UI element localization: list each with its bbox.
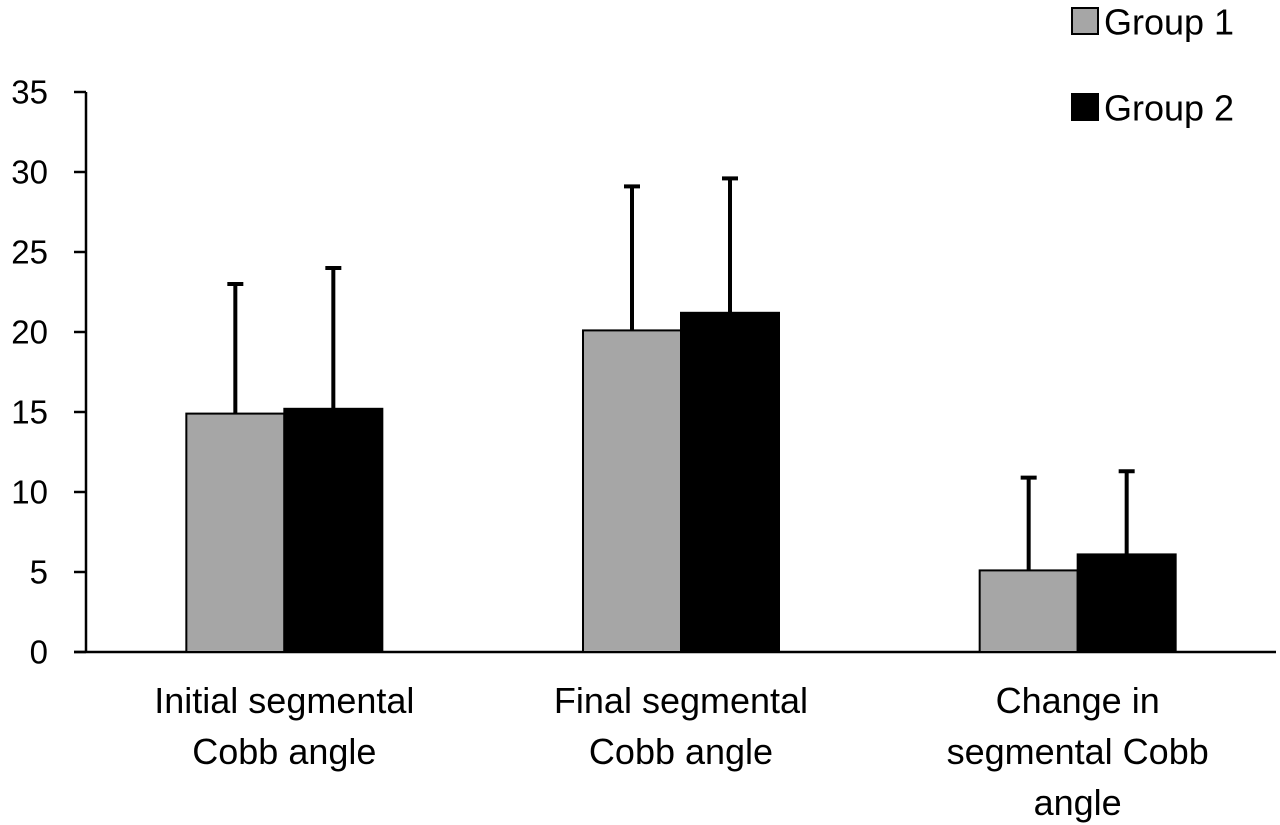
y-tick-label: 35 xyxy=(11,74,48,111)
category-label: Final segmental Cobb angle xyxy=(554,680,808,772)
bar-group-2 xyxy=(1076,553,1177,654)
legend: Group 1 Group 2 xyxy=(1071,2,1234,129)
y-tick-label: 30 xyxy=(11,154,48,191)
bar-group-2 xyxy=(283,407,384,653)
bar-group-1 xyxy=(582,329,682,653)
bars xyxy=(185,311,1177,654)
category-label: Initial segmental Cobb angle xyxy=(154,680,414,772)
y-tick-label: 15 xyxy=(11,394,48,431)
category-labels: Initial segmental Cobb angle Final segment… xyxy=(154,680,1208,823)
category-label: Change in segmental Cobb angle xyxy=(947,680,1209,823)
legend-swatch xyxy=(1071,93,1099,121)
y-tick-label: 5 xyxy=(30,554,48,591)
y-tick-label: 10 xyxy=(11,474,48,511)
bar-group-1 xyxy=(978,569,1079,654)
y-tick-labels: 0 5 10 15 20 25 30 35 xyxy=(11,74,48,671)
error-bars xyxy=(227,176,1135,571)
bar-group-2 xyxy=(680,311,780,653)
bar-group-1 xyxy=(185,412,286,653)
legend-label: Group 2 xyxy=(1104,88,1234,129)
legend-swatch xyxy=(1071,7,1099,35)
legend-label: Group 1 xyxy=(1104,2,1234,43)
y-tick-label: 0 xyxy=(30,634,48,671)
y-tick-label: 25 xyxy=(11,234,48,271)
y-tick-label: 20 xyxy=(11,314,48,351)
